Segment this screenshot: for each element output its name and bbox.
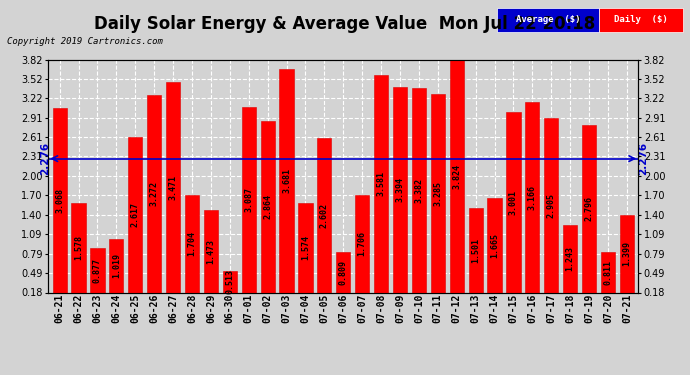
Bar <box>128 137 142 304</box>
Text: 0.513: 0.513 <box>226 269 235 294</box>
Text: 2.602: 2.602 <box>320 202 329 228</box>
Bar <box>336 252 351 304</box>
Text: 1.574: 1.574 <box>301 236 310 261</box>
Bar <box>261 121 275 304</box>
Bar <box>279 69 294 304</box>
Text: 2.864: 2.864 <box>263 194 272 219</box>
Bar <box>563 225 578 304</box>
Text: 2.905: 2.905 <box>546 193 555 218</box>
Text: 3.681: 3.681 <box>282 168 291 193</box>
Text: 3.824: 3.824 <box>452 164 461 189</box>
Text: 0.877: 0.877 <box>93 258 102 283</box>
Text: Copyright 2019 Cartronics.com: Copyright 2019 Cartronics.com <box>7 38 163 46</box>
Text: 3.581: 3.581 <box>377 171 386 196</box>
Text: 2.617: 2.617 <box>131 202 140 227</box>
Text: 1.243: 1.243 <box>566 246 575 271</box>
Bar <box>90 248 105 304</box>
Text: 1.501: 1.501 <box>471 238 480 263</box>
Text: Average  ($): Average ($) <box>516 15 580 24</box>
Bar <box>544 118 558 304</box>
Text: 1.704: 1.704 <box>188 231 197 256</box>
Text: 1.399: 1.399 <box>622 241 631 266</box>
Text: 3.471: 3.471 <box>168 175 177 200</box>
Text: 2.276: 2.276 <box>638 142 648 175</box>
Bar <box>204 210 218 304</box>
Bar <box>469 208 483 304</box>
Bar <box>72 203 86 304</box>
Text: 1.019: 1.019 <box>112 253 121 278</box>
Text: 3.068: 3.068 <box>55 188 64 213</box>
Bar <box>241 107 256 304</box>
Bar <box>487 198 502 304</box>
Text: 2.276: 2.276 <box>41 142 50 175</box>
Text: 1.473: 1.473 <box>206 239 215 264</box>
Bar <box>223 271 237 304</box>
Text: 3.285: 3.285 <box>433 181 442 206</box>
Bar <box>166 82 180 304</box>
Bar <box>525 102 540 304</box>
Text: 3.001: 3.001 <box>509 190 518 215</box>
Text: 1.665: 1.665 <box>490 232 499 258</box>
Text: 2.796: 2.796 <box>584 196 593 222</box>
Bar <box>317 138 331 304</box>
Bar <box>506 112 520 304</box>
Text: 0.811: 0.811 <box>604 260 613 285</box>
Bar <box>147 95 161 304</box>
Text: 1.706: 1.706 <box>357 231 366 256</box>
Bar <box>52 108 67 304</box>
Text: 3.087: 3.087 <box>244 187 253 212</box>
Bar <box>412 88 426 304</box>
Text: 3.166: 3.166 <box>528 184 537 210</box>
Text: 1.578: 1.578 <box>74 236 83 260</box>
Bar <box>620 214 634 304</box>
Bar <box>393 87 407 304</box>
Bar <box>298 204 313 304</box>
Bar <box>450 60 464 304</box>
Text: 3.382: 3.382 <box>415 178 424 203</box>
Bar <box>374 75 388 304</box>
Text: Daily  ($): Daily ($) <box>614 15 668 24</box>
Bar <box>185 195 199 304</box>
Bar <box>582 125 596 304</box>
Text: 3.394: 3.394 <box>395 177 404 203</box>
Bar <box>601 252 615 304</box>
Text: 0.809: 0.809 <box>339 260 348 285</box>
Bar <box>109 239 124 304</box>
Text: 3.272: 3.272 <box>150 181 159 206</box>
Text: Daily Solar Energy & Average Value  Mon Jul 22 20:18: Daily Solar Energy & Average Value Mon J… <box>95 15 595 33</box>
Bar <box>355 195 369 304</box>
Bar <box>431 94 445 304</box>
